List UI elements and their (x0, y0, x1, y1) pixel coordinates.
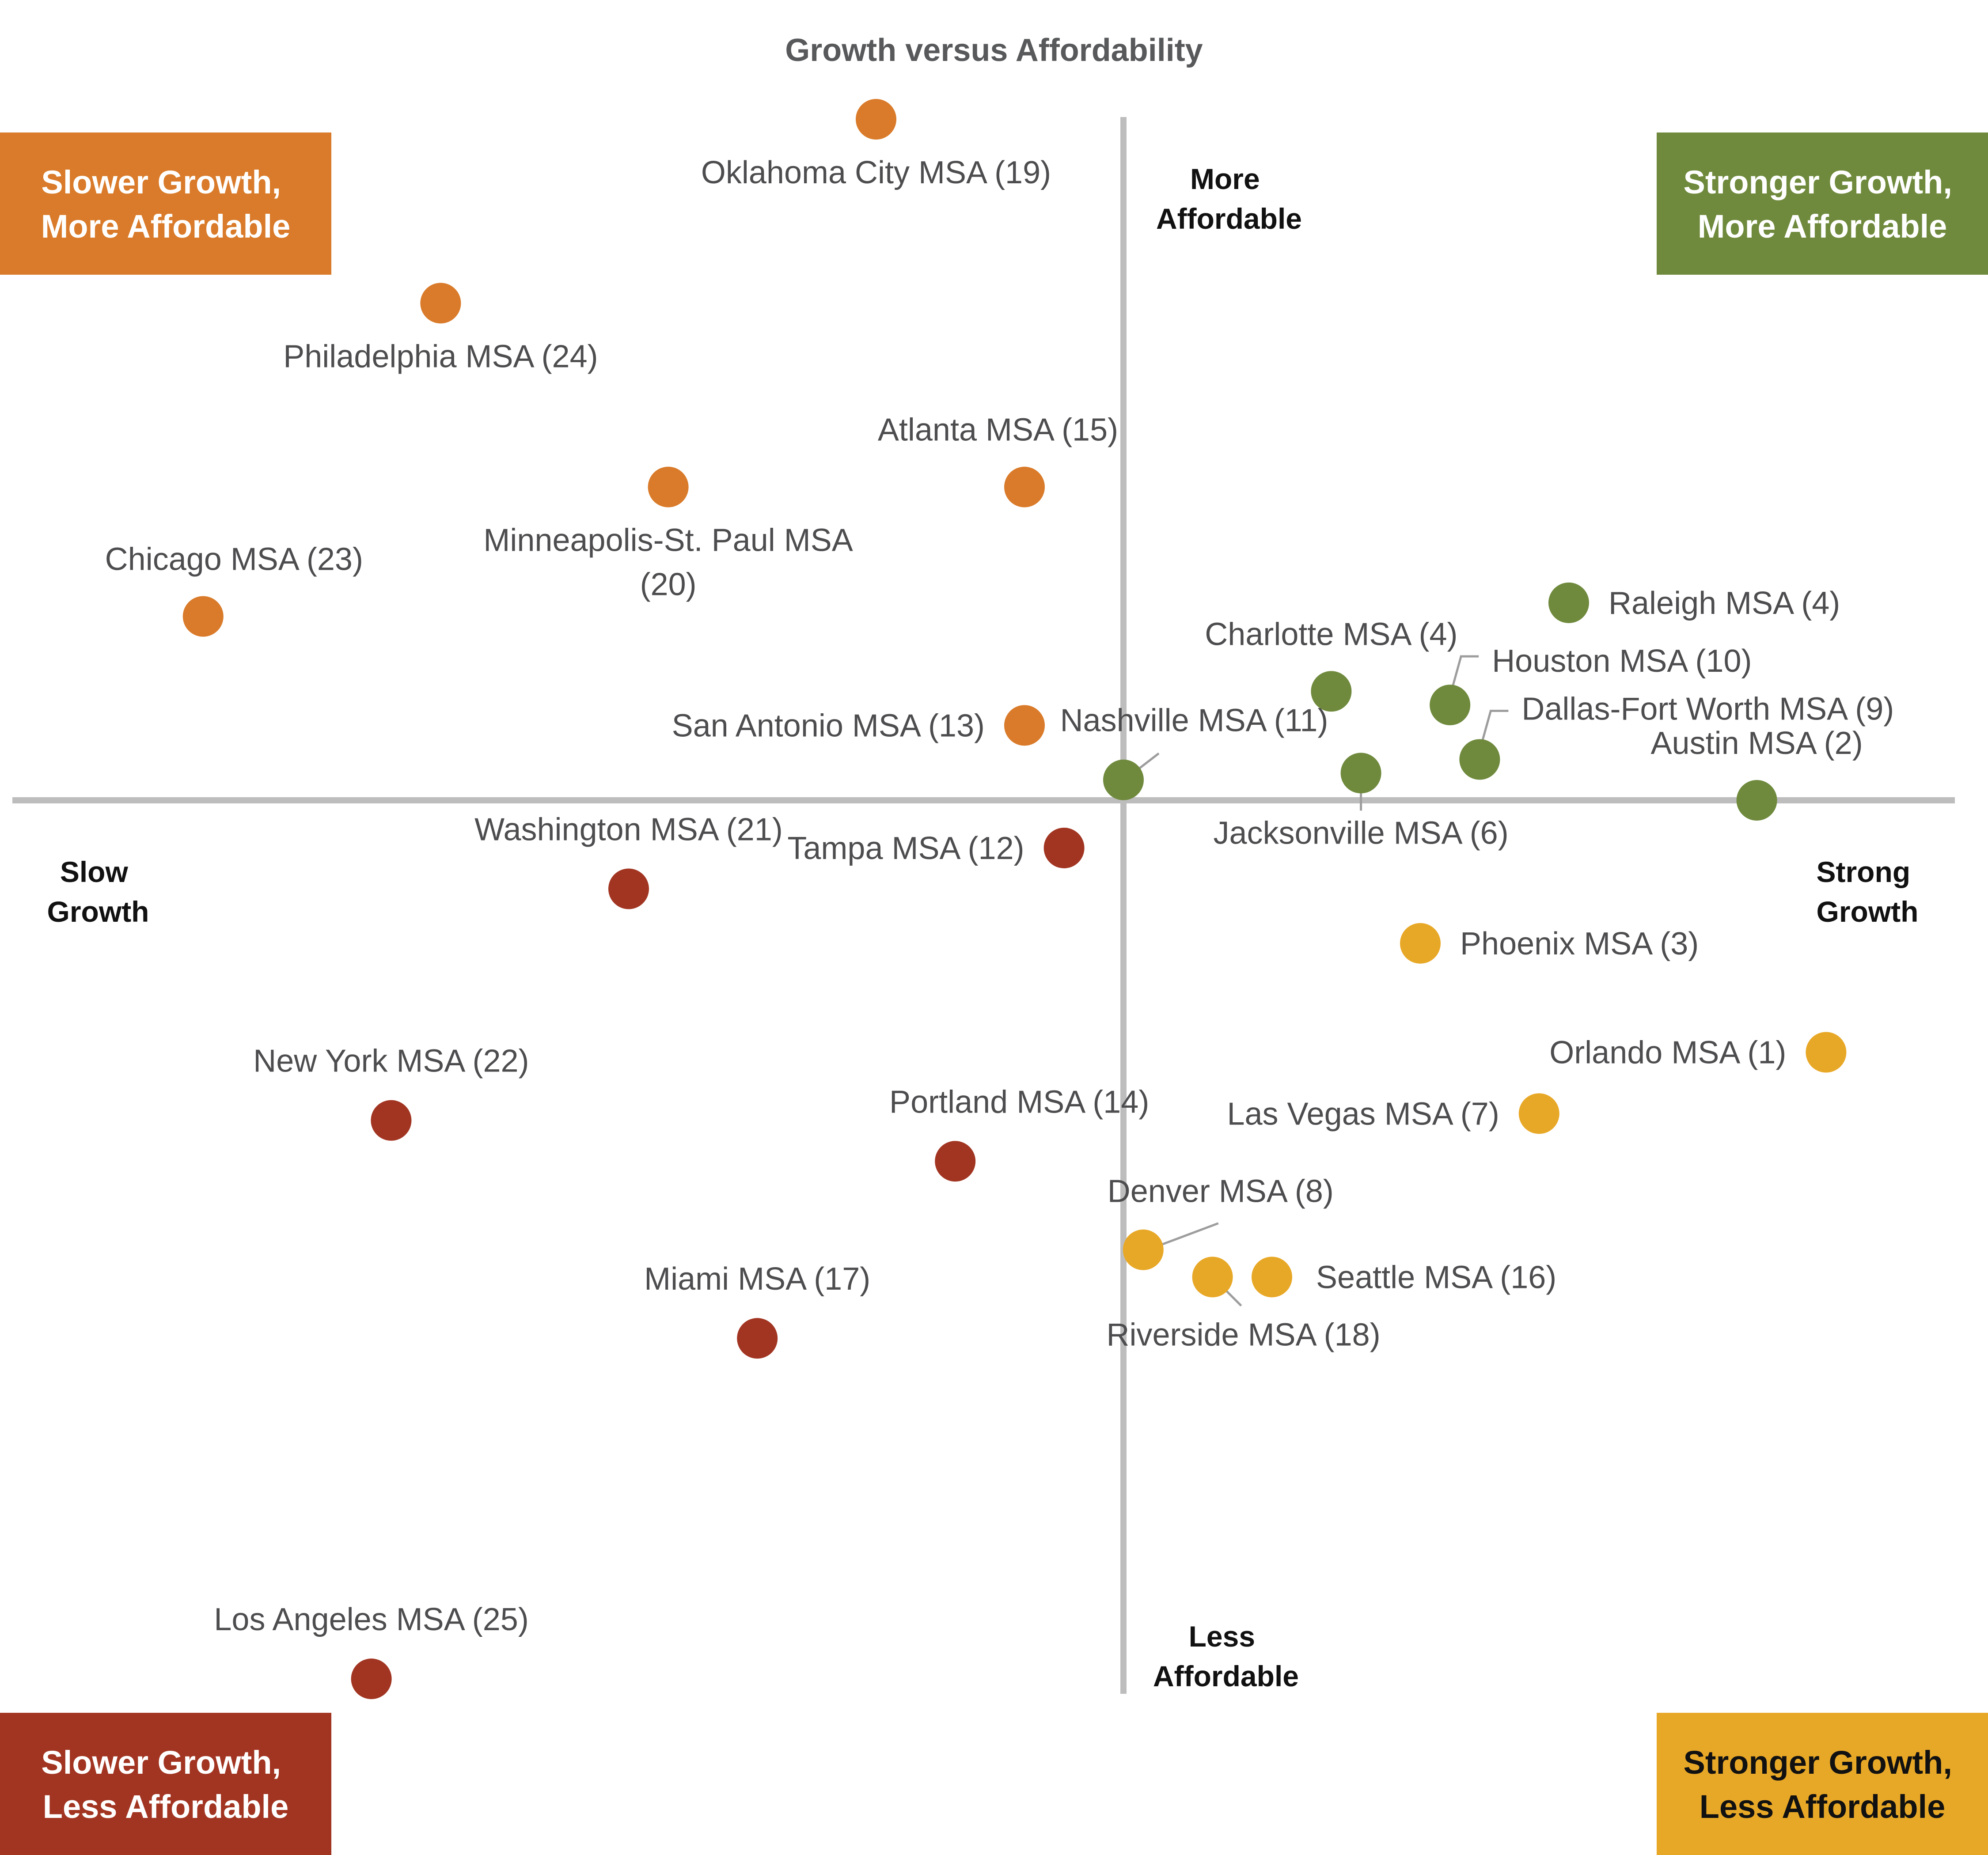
data-point (1043, 827, 1085, 868)
data-point (1004, 705, 1045, 746)
data-point (1430, 685, 1471, 726)
data-label: Tampa MSA (12) (787, 831, 1024, 866)
data-label: Orlando MSA (1) (1549, 1035, 1786, 1071)
quadrant-label-line: Less Affordable (1700, 1788, 1945, 1825)
quadrant-label-line: More Affordable (41, 208, 291, 245)
data-label: Philadelphia MSA (24) (283, 339, 598, 374)
y-high-line-1: More (1190, 163, 1260, 195)
data-label: San Antonio MSA (13) (672, 708, 985, 743)
label-leader-line (1449, 655, 1479, 697)
quadrant-box-bottom-right: Stronger Growth, Less Affordable (1657, 1713, 1988, 1855)
data-point (1103, 759, 1144, 800)
y-axis-low-label: Less Affordable (1153, 1620, 1299, 1692)
y-axis-high-label: More Affordable (1156, 163, 1302, 235)
data-label: Houston MSA (10) (1492, 644, 1752, 679)
data-label: Jacksonville MSA (6) (1213, 815, 1508, 851)
x-axis-high-label: Strong Growth (1817, 856, 1919, 928)
data-point (1736, 780, 1777, 821)
data-point (737, 1318, 778, 1359)
data-point (608, 868, 649, 909)
data-label: Riverside MSA (18) (1106, 1317, 1380, 1352)
data-label: Las Vegas MSA (7) (1227, 1096, 1499, 1132)
data-point (1518, 1093, 1559, 1134)
data-point (351, 1658, 392, 1700)
quadrant-label-line: Stronger Growth, (1683, 164, 1952, 201)
data-point (856, 99, 896, 140)
data-point (1459, 739, 1500, 780)
data-point (1311, 671, 1352, 712)
quadrant-label-line: Stronger Growth, (1683, 1744, 1952, 1781)
data-label: Seattle MSA (16) (1316, 1260, 1556, 1295)
x-high-line-1: Strong (1817, 856, 1911, 888)
quadrant-label-line: Slower Growth, (41, 164, 281, 201)
data-point (1340, 753, 1381, 794)
data-point (1192, 1257, 1233, 1298)
data-label: Nashville MSA (11) (1060, 703, 1328, 738)
data-point (1004, 466, 1045, 507)
data-label: New York MSA (22) (253, 1044, 529, 1079)
data-point (935, 1141, 976, 1182)
data-label: Chicago MSA (23) (105, 542, 363, 577)
x-high-line-2: Growth (1817, 895, 1919, 928)
data-labels: Oklahoma City MSA (19) Philadelphia MSA (… (105, 155, 1894, 1637)
x-axis-low-label: Slow Growth (47, 856, 149, 928)
quadrant-label-line: Less Affordable (43, 1788, 288, 1825)
svg-text:Slower Growth, More Affo: Slower Growth, More Affordable (41, 164, 291, 245)
svg-text:Stronger Growth, More Af: Stronger Growth, More Affordable (1683, 164, 1961, 245)
svg-text:Stronger Growth, Less Af: Stronger Growth, Less Affordable (1683, 1744, 1961, 1825)
quadrant-label-line: More Affordable (1698, 208, 1947, 245)
data-point (1123, 1229, 1164, 1270)
data-label: Atlanta MSA (15) (878, 413, 1118, 448)
quadrant-label-line: Slower Growth, (41, 1744, 281, 1781)
data-point (371, 1100, 412, 1141)
data-label: Phoenix MSA (3) (1460, 926, 1699, 962)
data-label-line: Minneapolis-St. Paul MSA (483, 523, 853, 558)
quadrant-box-top-left: Slower Growth, More Affordable (0, 132, 331, 275)
data-point (648, 466, 689, 507)
data-label: Washington MSA (21) (474, 812, 783, 847)
x-low-line-1: Slow (60, 856, 129, 888)
data-points (182, 99, 1847, 1700)
data-label: Miami MSA (17) (644, 1261, 870, 1297)
quadrant-box-top-right: Stronger Growth, More Affordable (1657, 132, 1988, 275)
data-point (1548, 582, 1589, 623)
quadrant-box-bottom-left: Slower Growth, Less Affordable (0, 1713, 331, 1855)
y-low-line-1: Less (1189, 1620, 1255, 1653)
label-leader-line (1478, 709, 1509, 751)
data-label: Portland MSA (14) (889, 1084, 1149, 1120)
y-low-line-2: Affordable (1153, 1660, 1299, 1692)
svg-text:Slower Growth, Less Affo: Slower Growth, Less Affordable (41, 1744, 290, 1825)
data-label: Austin MSA (2) (1651, 726, 1863, 761)
data-label: Raleigh MSA (4) (1609, 586, 1840, 621)
x-low-line-2: Growth (47, 895, 149, 928)
data-point (182, 596, 224, 637)
data-point (1806, 1032, 1847, 1073)
data-label: Oklahoma City MSA (19) (701, 155, 1051, 190)
data-label: Minneapolis-St. Paul MSA (20) (483, 523, 853, 602)
data-label: Dallas-Fort Worth MSA (9) (1521, 691, 1894, 727)
data-label: Denver MSA (8) (1108, 1174, 1334, 1209)
data-label: Charlotte MSA (4) (1205, 617, 1457, 652)
data-label-line: (20) (640, 567, 697, 602)
data-label: Los Angeles MSA (25) (214, 1602, 528, 1637)
data-point (420, 283, 461, 324)
chart-title: Growth versus Affordability (785, 33, 1203, 68)
y-high-line-2: Affordable (1156, 202, 1302, 235)
data-point (1400, 923, 1441, 964)
data-point (1252, 1257, 1292, 1298)
